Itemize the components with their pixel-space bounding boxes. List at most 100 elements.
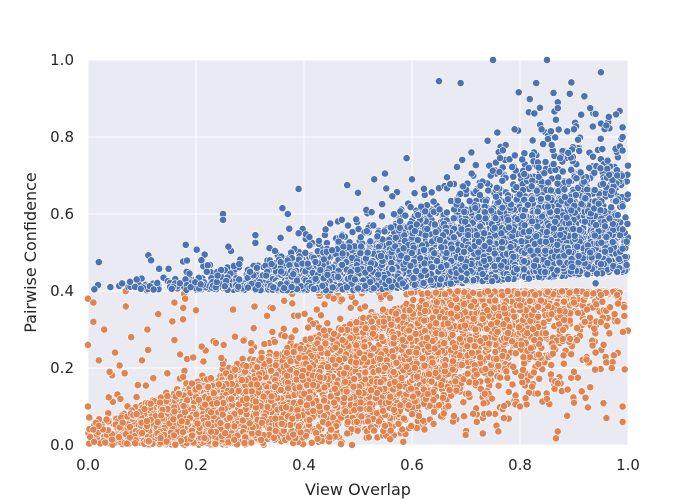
data-point [238,416,247,425]
data-point [488,394,496,403]
data-point [340,369,348,378]
data-point [280,296,289,305]
data-point [400,414,408,423]
data-point [257,435,265,444]
data-point [420,361,429,370]
data-point [189,353,198,362]
data-point [479,399,488,408]
data-point [354,388,363,397]
data-point [291,326,300,335]
data-point [552,434,560,443]
data-point [249,324,258,333]
data-point [374,366,383,375]
data-point [412,348,421,357]
data-point [620,303,629,312]
data-point [390,405,398,414]
data-point [386,392,395,401]
data-point [157,411,166,420]
data-point [563,411,572,420]
data-point [413,372,422,381]
data-point [115,433,123,442]
data-point [170,336,179,344]
data-point [282,348,291,357]
data-point [193,419,202,428]
data-point [407,384,415,393]
data-point [270,382,279,391]
data-point [288,414,297,423]
data-point [449,357,457,366]
data-point [219,398,228,407]
data-point [553,427,562,436]
data-point [288,299,297,308]
data-point [521,394,530,403]
data-point [330,329,338,338]
data-point [257,418,266,427]
data-point [134,381,142,390]
data-point [260,340,269,348]
data-point [207,427,216,436]
data-point [494,381,503,390]
data-point [469,409,477,418]
data-point [591,365,599,374]
data-point [406,334,415,343]
data-point [547,361,556,369]
data-point [602,321,611,330]
data-point [231,332,239,341]
data-point [425,370,433,379]
data-point [503,373,512,382]
data-point [218,410,227,419]
data-point [215,380,223,389]
data-point [409,392,417,401]
data-point [365,405,374,414]
data-point [242,394,251,403]
data-point [304,323,313,332]
data-point [559,351,568,360]
data-points [84,56,632,449]
data-point [427,377,436,386]
data-point [369,329,377,338]
data-point [240,439,249,447]
data-point [392,358,401,367]
data-point [410,363,419,372]
data-point [428,358,437,367]
data-point [349,382,358,391]
data-point [500,402,508,410]
data-point [448,330,457,339]
data-point [614,299,622,308]
data-point [386,426,395,435]
data-point [444,402,453,411]
data-point [217,354,226,362]
data-point [620,365,629,374]
data-point [305,415,314,424]
data-point [430,407,438,416]
data-point [144,346,153,354]
data-point [379,305,388,314]
data-point [437,381,445,389]
data-point [351,326,360,334]
data-point [323,349,332,358]
data-point [350,374,359,383]
data-point [376,378,385,386]
data-point [179,402,188,410]
data-point [176,350,184,359]
data-point [195,383,203,391]
data-point [177,417,186,426]
data-point [132,393,141,401]
data-point [85,413,94,422]
data-point [330,384,339,393]
data-point [394,419,403,428]
data-point [317,311,325,320]
data-point [309,380,318,389]
data-point [230,422,239,431]
data-point [460,412,468,421]
data-point [577,387,586,396]
data-point [305,363,314,372]
data-point [300,309,309,318]
data-point [309,407,318,415]
data-point [582,355,591,364]
data-point [247,387,256,396]
data-point [404,401,413,410]
data-point [192,410,201,419]
data-point [315,402,324,411]
data-point [395,382,404,391]
